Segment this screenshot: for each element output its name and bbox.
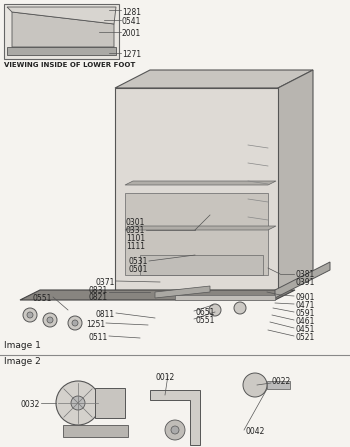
Circle shape xyxy=(47,317,53,323)
Text: 0541: 0541 xyxy=(122,17,141,26)
Circle shape xyxy=(209,304,221,316)
Text: 0521: 0521 xyxy=(295,333,314,342)
Polygon shape xyxy=(125,181,276,185)
Text: 0591: 0591 xyxy=(295,309,314,318)
Text: 0551: 0551 xyxy=(195,316,214,325)
Text: 1271: 1271 xyxy=(122,50,141,59)
Text: 1281: 1281 xyxy=(122,8,141,17)
Polygon shape xyxy=(20,290,295,300)
Polygon shape xyxy=(275,262,330,298)
Text: 0811: 0811 xyxy=(96,310,115,319)
Polygon shape xyxy=(150,390,200,445)
Circle shape xyxy=(23,308,37,322)
Text: 0301: 0301 xyxy=(126,218,145,227)
Circle shape xyxy=(165,420,185,440)
Circle shape xyxy=(243,373,267,397)
Text: 0461: 0461 xyxy=(295,317,314,326)
Text: 1111: 1111 xyxy=(126,242,145,251)
Text: 1101: 1101 xyxy=(126,234,145,243)
Polygon shape xyxy=(267,381,290,389)
Polygon shape xyxy=(12,12,114,47)
Text: 0651: 0651 xyxy=(195,308,214,317)
Polygon shape xyxy=(125,193,268,275)
Text: 0032: 0032 xyxy=(21,400,40,409)
Polygon shape xyxy=(278,70,313,290)
Polygon shape xyxy=(63,425,128,437)
Text: 0022: 0022 xyxy=(272,377,291,386)
Text: 0901: 0901 xyxy=(295,293,314,302)
Text: 1251: 1251 xyxy=(86,320,105,329)
Text: 0511: 0511 xyxy=(89,333,108,342)
Text: 0391: 0391 xyxy=(295,278,314,287)
Text: 0042: 0042 xyxy=(245,427,264,436)
Polygon shape xyxy=(115,88,278,290)
Text: 0471: 0471 xyxy=(295,301,314,310)
Polygon shape xyxy=(140,255,263,275)
Polygon shape xyxy=(125,226,276,230)
Text: 0831: 0831 xyxy=(89,286,108,295)
Text: 0821: 0821 xyxy=(89,293,108,302)
Text: 0451: 0451 xyxy=(295,325,314,334)
Text: 0331: 0331 xyxy=(126,226,145,235)
Circle shape xyxy=(43,313,57,327)
Polygon shape xyxy=(95,388,125,418)
Circle shape xyxy=(27,312,33,318)
Text: VIEWING INSIDE OF LOWER FOOT: VIEWING INSIDE OF LOWER FOOT xyxy=(4,62,135,68)
Circle shape xyxy=(72,320,78,326)
Circle shape xyxy=(234,302,246,314)
Text: 0551: 0551 xyxy=(33,294,52,303)
Polygon shape xyxy=(7,47,116,55)
Text: 0501: 0501 xyxy=(129,265,148,274)
Text: 0012: 0012 xyxy=(155,373,174,382)
Text: 0381: 0381 xyxy=(295,270,314,279)
Circle shape xyxy=(68,316,82,330)
Text: Image 2: Image 2 xyxy=(4,357,41,366)
Circle shape xyxy=(71,396,85,410)
Text: Image 1: Image 1 xyxy=(4,341,41,350)
Text: 0371: 0371 xyxy=(96,278,115,287)
Polygon shape xyxy=(7,7,116,24)
Text: 0531: 0531 xyxy=(129,257,148,266)
Polygon shape xyxy=(155,286,210,298)
Polygon shape xyxy=(115,70,313,88)
Polygon shape xyxy=(175,295,275,300)
Circle shape xyxy=(56,381,100,425)
Text: 2001: 2001 xyxy=(122,29,141,38)
Polygon shape xyxy=(4,4,119,59)
Circle shape xyxy=(171,426,179,434)
